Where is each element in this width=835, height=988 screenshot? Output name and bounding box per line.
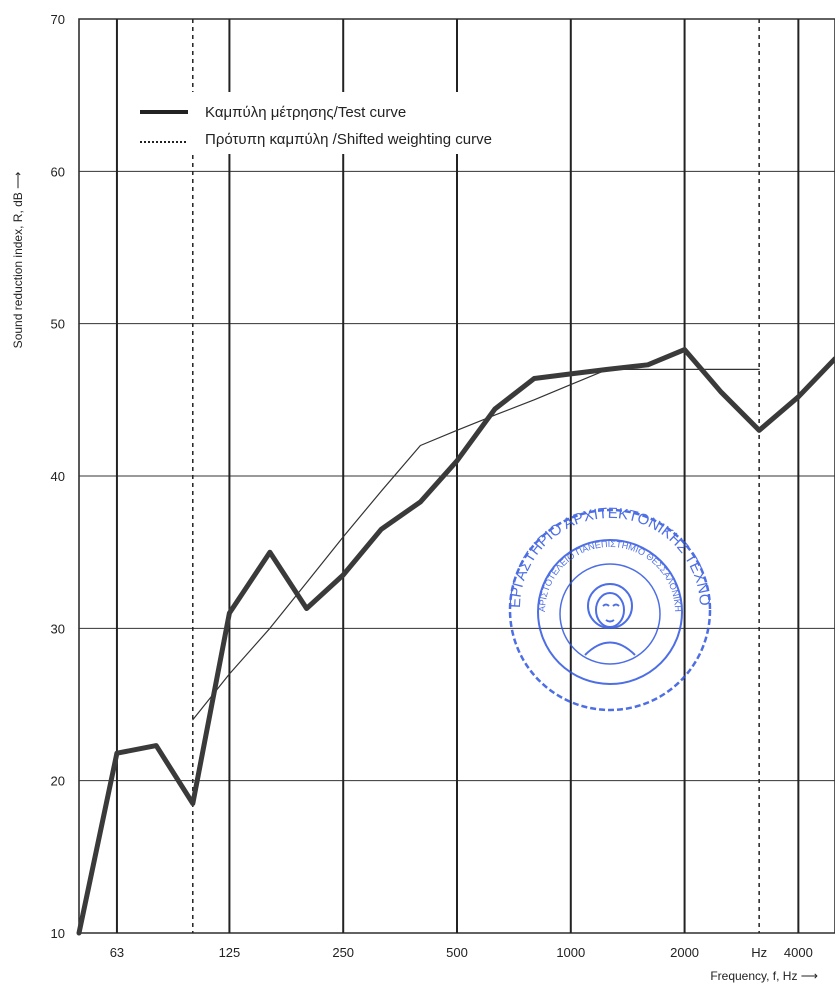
x-axis-ticks: 63 125 250 500 1000 2000 Hz 4000 — [110, 945, 813, 960]
legend-label-weighting-curve: Πρότυπη καμπύλη /Shifted weighting curve — [205, 131, 492, 148]
x-tick-label: 4000 — [784, 945, 813, 960]
x-tick-label: 63 — [110, 945, 124, 960]
stamp-portrait-icon — [584, 583, 636, 656]
x-tick-label: 125 — [219, 945, 241, 960]
x-tick-label: 2000 — [670, 945, 699, 960]
legend-background — [132, 92, 562, 154]
x-tick-label: 1000 — [556, 945, 585, 960]
x-tick-label: 250 — [332, 945, 354, 960]
stamp-middle-ring — [537, 539, 683, 685]
y-tick-label: 60 — [51, 164, 65, 179]
stamp-outer-ring — [508, 508, 712, 712]
x-axis-label: Frequency, f, Hz ⟶ — [710, 969, 818, 983]
y-tick-label: 10 — [51, 926, 65, 941]
stamp-inner-ring — [559, 563, 661, 665]
x-tick-label: 500 — [446, 945, 468, 960]
y-tick-label: 30 — [51, 621, 65, 636]
y-axis-label: Sound reduction index, R, dB ⟶ — [11, 172, 25, 349]
legend: Καμπύλη μέτρησης/Test curve Πρότυπη καμπ… — [132, 92, 562, 154]
data-series — [76, 347, 835, 936]
y-tick-label: 20 — [51, 774, 65, 789]
legend-label-test-curve: Καμπύλη μέτρησης/Test curve — [205, 104, 406, 121]
x-tick-label: Hz — [751, 945, 767, 960]
y-axis-ticks: 10 20 30 40 50 60 70 — [51, 12, 65, 941]
series-line-test-curve — [76, 347, 835, 936]
stamp-outer-text: ΕΡΓΑΣΤΗΡΙΟ ΑΡΧΙΤΕΚΤΟΝΙΚΗΣ ΤΕΧΝΟΛΟΓΙΑΣ — [0, 0, 713, 608]
y-tick-label: 40 — [51, 469, 65, 484]
grid-lines — [78, 18, 835, 934]
y-tick-label: 70 — [51, 12, 65, 27]
y-tick-label: 50 — [51, 317, 65, 332]
series-line-weighting-curve — [192, 368, 760, 721]
